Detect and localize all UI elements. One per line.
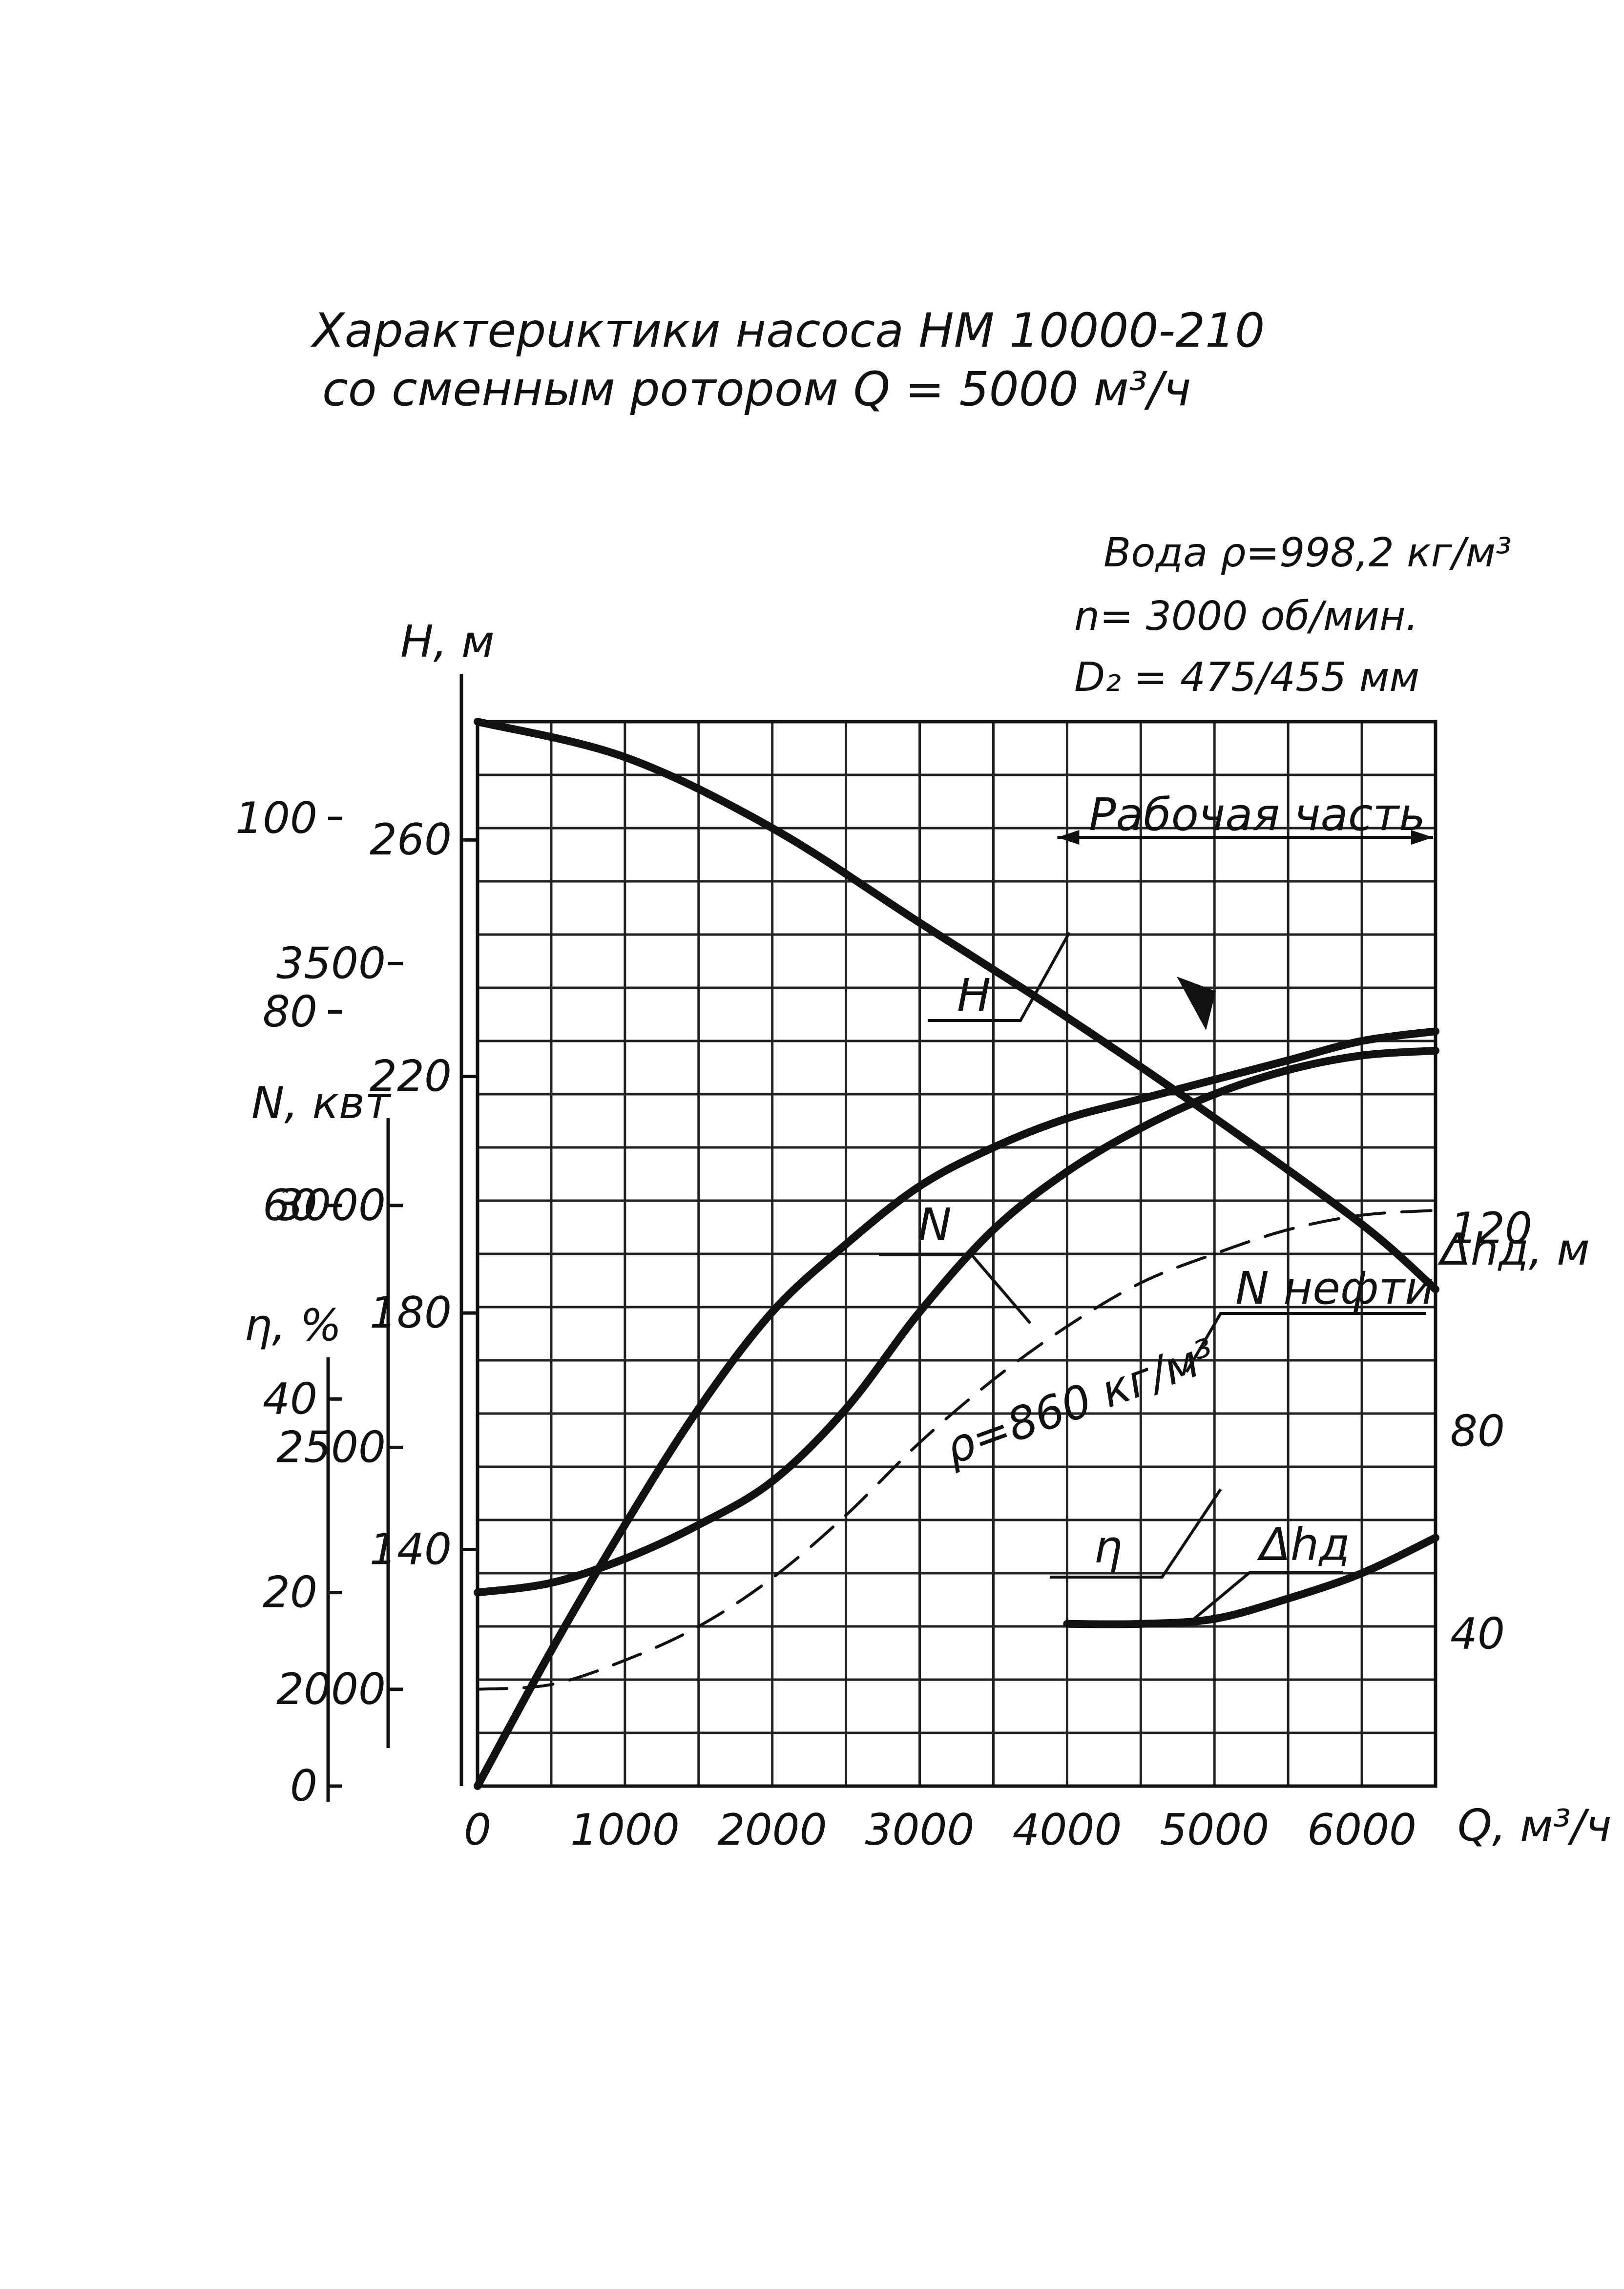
series-line-H (474, 718, 1439, 1293)
x-tick-label: 2000 (718, 1805, 827, 1855)
title-line-2: со сменным ротором Q = 5000 м³/ч (322, 362, 1191, 416)
curve-label-h: H (957, 969, 991, 1021)
curve-label-eta: η (1094, 1521, 1122, 1573)
eta-tick-label: 60 (263, 1180, 317, 1230)
series-line-N-oil (476, 1208, 1437, 1691)
n-oil-label-leader (1185, 1312, 1426, 1373)
param-speed: n= 3000 об/мин. (1074, 593, 1418, 640)
h-tick-label: 180 (370, 1288, 452, 1338)
h-curve-marker (1177, 977, 1216, 1030)
n-tick-label: 2500 (276, 1422, 386, 1472)
x-tick-label: 0 (464, 1805, 491, 1855)
eta-tick-label: 80 (263, 987, 317, 1037)
n-axis-label: N, квт (251, 1078, 392, 1129)
oil-density-label: ρ=860 кг/м³ (938, 1329, 1223, 1475)
tick-labels: 0 1000 2000 3000 4000 5000 6000140180220260200… (235, 793, 1532, 1855)
series-line-eta (474, 1027, 1439, 1790)
param-fluid: Вода ρ=998,2 кг/м³ (1103, 530, 1512, 576)
param-diameter: D₂ = 475/455 мм (1074, 654, 1419, 701)
h-tick-label: 220 (370, 1051, 452, 1102)
h-label-leader (928, 932, 1071, 1022)
curves (474, 718, 1439, 1790)
working-zone-arrowhead-right (1411, 830, 1433, 845)
working-zone-label: Рабочая часть (1089, 789, 1425, 841)
dh-tick-label: 80 (1450, 1406, 1505, 1456)
dh-axis-label: Δhд, м (1437, 1224, 1590, 1275)
x-tick-label: 1000 (570, 1805, 680, 1855)
x-tick-label: 6000 (1307, 1805, 1416, 1855)
h-tick-label: 140 (370, 1524, 452, 1575)
q-axis-label: Q, м³/ч (1457, 1800, 1612, 1852)
h-tick-label: 260 (370, 814, 452, 865)
curve-label-n-oil: N нефти (1235, 1262, 1434, 1314)
working-zone-arrowhead-left (1057, 830, 1080, 845)
dh-tick-label: 120 (1450, 1203, 1532, 1253)
x-tick-label: 4000 (1012, 1805, 1122, 1855)
plot-frame (476, 720, 1437, 1788)
curve-label-dh: Δhд (1257, 1519, 1350, 1571)
dh-label-leader (1190, 1571, 1343, 1623)
h-axis-label: H, м (400, 616, 495, 667)
title-line-1: Характерuктики насоса НМ 10000-210 (310, 303, 1265, 358)
x-tick-label: 5000 (1160, 1805, 1269, 1855)
n-tick-label: 2000 (276, 1664, 386, 1714)
series-line-dh (1063, 1534, 1439, 1628)
eta-axis-label: η, % (244, 1300, 342, 1351)
x-tick-label: 3000 (865, 1805, 975, 1855)
eta-tick-label: 40 (263, 1373, 317, 1424)
eta-tick-label: 20 (263, 1567, 317, 1618)
series-line-N (474, 1046, 1439, 1597)
n-label-leader (879, 1253, 1032, 1324)
eta-tick-label: 0 (290, 1761, 317, 1811)
n-tick-label: 3500 (276, 938, 386, 988)
curve-label-n: N (918, 1199, 952, 1251)
eta-tick-label: 100 (235, 793, 317, 843)
working-zone: Рабочая часть (1057, 789, 1433, 845)
dh-tick-label: 40 (1450, 1609, 1505, 1659)
eta-label-leader (1050, 1488, 1222, 1579)
